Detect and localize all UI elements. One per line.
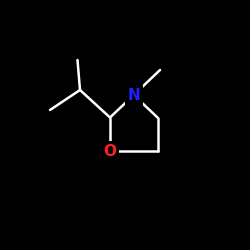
Text: O: O bbox=[104, 144, 117, 159]
Text: N: N bbox=[128, 88, 140, 102]
